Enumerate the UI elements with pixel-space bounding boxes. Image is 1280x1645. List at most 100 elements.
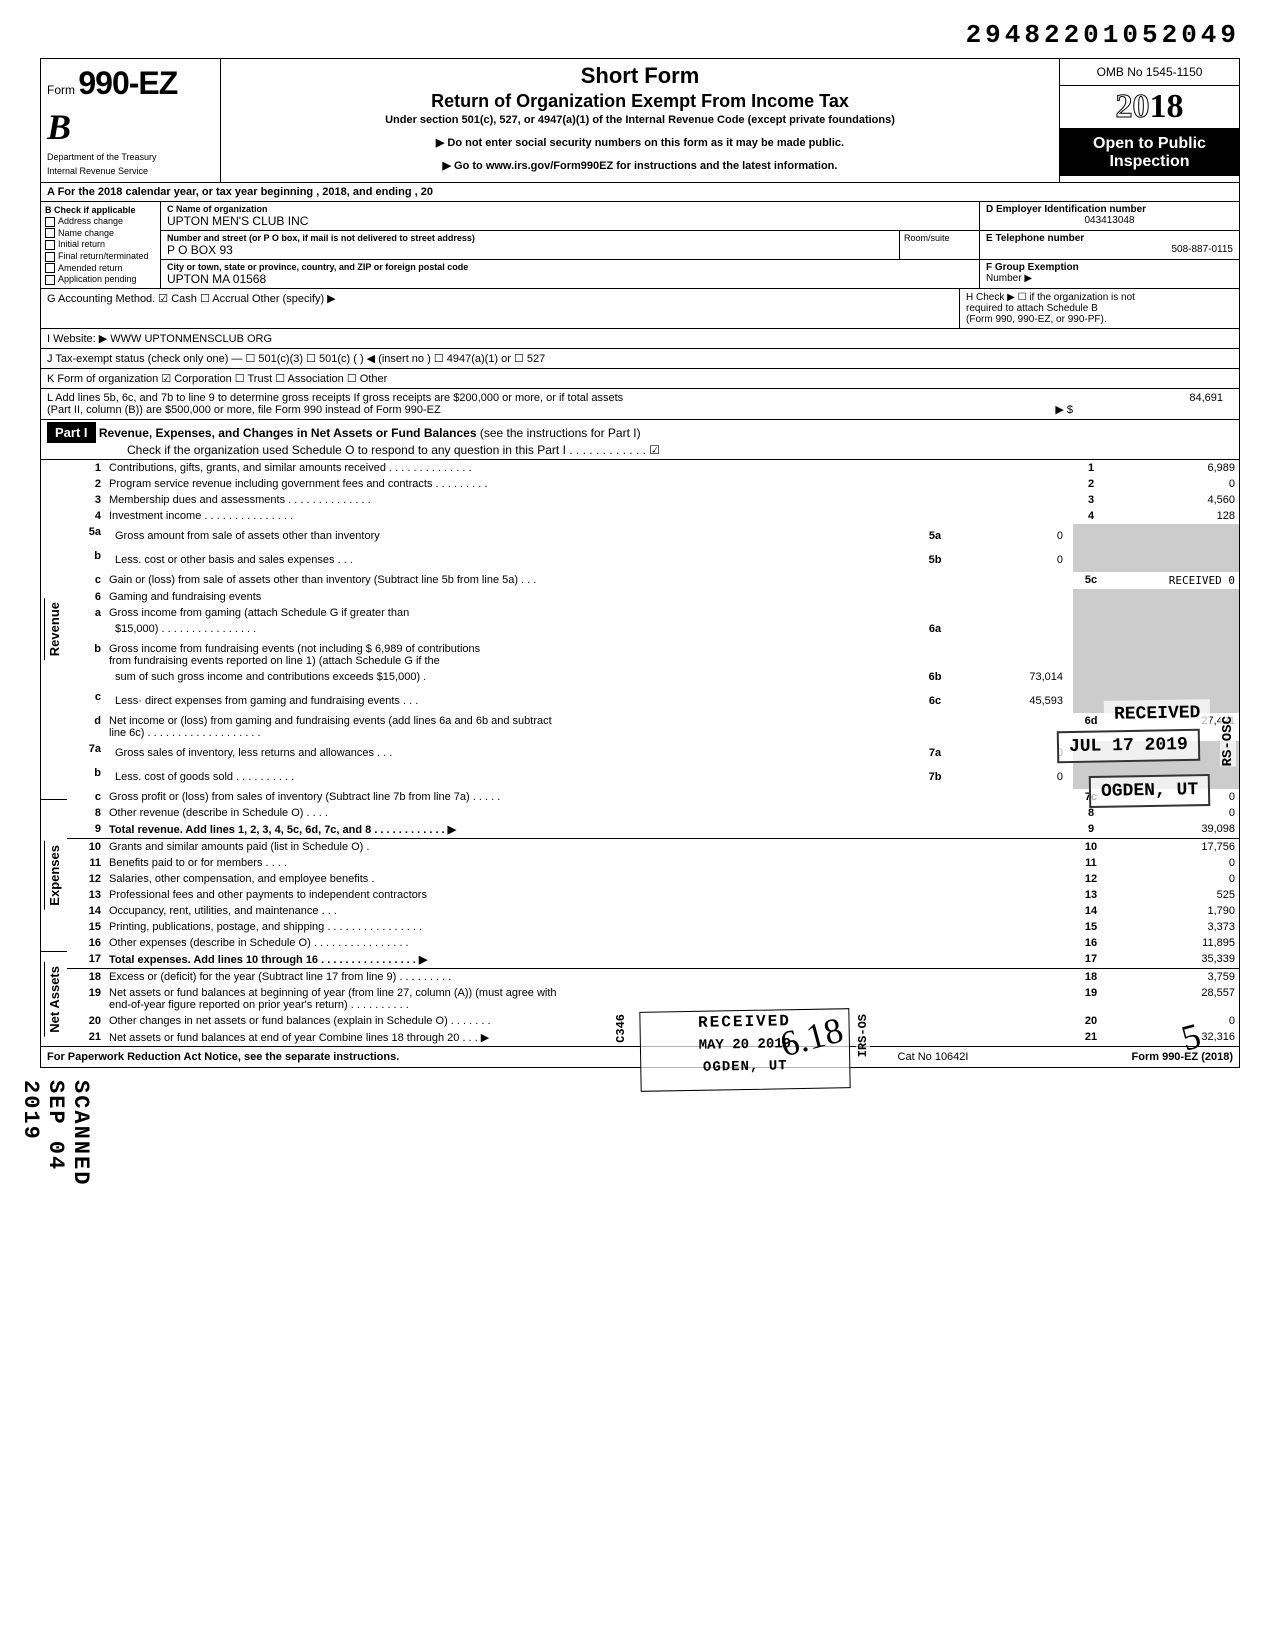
- tax-year: 2018: [1060, 86, 1239, 129]
- ln15-amt: 3,373: [1109, 919, 1239, 935]
- ln5a-num: 5a: [67, 524, 105, 548]
- ln21-amt: 32,316: [1109, 1029, 1239, 1046]
- col-c: C Name of organization UPTON MEN'S CLUB …: [161, 202, 979, 288]
- ln20-amt: 0: [1109, 1013, 1239, 1029]
- ln6-box-shaded: [1073, 589, 1109, 605]
- h-line2: required to attach Schedule B: [966, 303, 1233, 314]
- ln6b-desc1: Gross income from fundraising events (no…: [109, 643, 1069, 655]
- ln13-amt: 525: [1109, 887, 1239, 903]
- part1-header-row: Part I Revenue, Expenses, and Changes in…: [41, 420, 1239, 460]
- ln5c-num: c: [67, 572, 105, 589]
- cb-amended-return[interactable]: [45, 263, 55, 273]
- tel-value: 508-887-0115: [986, 244, 1233, 255]
- ln20-num: 20: [67, 1013, 105, 1029]
- ln7a-desc: Gross sales of inventory, less returns a…: [111, 745, 913, 761]
- ln5a-desc: Gross amount from sale of assets other t…: [111, 528, 913, 544]
- ln11-box: 11: [1073, 855, 1109, 871]
- lbl-initial-return: Initial return: [58, 239, 105, 249]
- ln6b-samt: 73,014: [957, 669, 1067, 685]
- ln10-amt: 17,756: [1109, 839, 1239, 856]
- ln3-desc: Membership dues and assessments . . . . …: [105, 492, 1073, 508]
- org-name-value: UPTON MEN'S CLUB INC: [167, 214, 973, 228]
- cb-address-change[interactable]: [45, 217, 55, 227]
- year-suffix: 18: [1150, 88, 1184, 125]
- ln5c-box: 5c: [1073, 572, 1109, 589]
- ln2-box: 2: [1073, 476, 1109, 492]
- ln14-box: 14: [1073, 903, 1109, 919]
- ln5b-samt: 0: [957, 552, 1067, 568]
- info-grid: B Check if applicable Address change Nam…: [41, 202, 1239, 289]
- ln2-num: 2: [67, 476, 105, 492]
- ln6c-num: c: [67, 689, 105, 713]
- ln6a-desc1: Gross income from gaming (attach Schedul…: [109, 607, 1069, 619]
- ln10-num: 10: [67, 839, 105, 856]
- ln6c-sn: 6c: [915, 693, 955, 709]
- group-exemption-label: F Group Exemption: [986, 262, 1233, 273]
- cb-final-return[interactable]: [45, 252, 55, 262]
- ln6d-desc1: Net income or (loss) from gaming and fun…: [109, 715, 1069, 727]
- ln7a-samt: 0: [957, 745, 1067, 761]
- ln7b-desc: Less. cost of goods sold . . . . . . . .…: [111, 769, 913, 785]
- ln18-amt: 3,759: [1109, 969, 1239, 986]
- side-netassets: Net Assets: [44, 962, 64, 1037]
- ln7b-samt: 0: [957, 769, 1067, 785]
- lbl-amended-return: Amended return: [58, 263, 123, 273]
- ein-label: D Employer Identification number: [986, 204, 1233, 215]
- ln9-box: 9: [1073, 821, 1109, 839]
- cb-initial-return[interactable]: [45, 240, 55, 250]
- part1-title: Revenue, Expenses, and Changes in Net As…: [99, 426, 480, 440]
- tax-exempt-status: J Tax-exempt status (check only one) — ☐…: [41, 349, 1239, 368]
- stamp-irs-os: IRS-OS: [856, 1014, 870, 1057]
- ln18-box: 18: [1073, 969, 1109, 986]
- ln5b-box-shaded: [1073, 548, 1109, 572]
- ln7a-num: 7a: [67, 741, 105, 765]
- amended-b-mark: B: [47, 106, 214, 148]
- l-text1: L Add lines 5b, 6c, and 7b to line 9 to …: [47, 392, 1055, 404]
- city-label: City or town, state or province, country…: [167, 262, 973, 272]
- ln16-amt: 11,895: [1109, 935, 1239, 951]
- ln6-num: 6: [67, 589, 105, 605]
- org-name-label: C Name of organization: [167, 204, 973, 214]
- street-label: Number and street (or P O box, if mail i…: [167, 233, 893, 243]
- ln6-amt-shaded: [1109, 589, 1239, 605]
- ln6a-amt-shaded: [1109, 605, 1239, 641]
- ln1-box: 1: [1073, 460, 1109, 476]
- ln19-desc1: Net assets or fund balances at beginning…: [109, 987, 1069, 999]
- cb-application-pending[interactable]: [45, 275, 55, 285]
- ln16-box: 16: [1073, 935, 1109, 951]
- ln13-box: 13: [1073, 887, 1109, 903]
- ln3-box: 3: [1073, 492, 1109, 508]
- ln7a-sn: 7a: [915, 745, 955, 761]
- row-l: L Add lines 5b, 6c, and 7b to line 9 to …: [41, 389, 1239, 420]
- ln6b-amt-shaded: [1109, 641, 1239, 689]
- ln6b-box-shaded: [1073, 641, 1109, 689]
- l-text2: (Part II, column (B)) are $500,000 or mo…: [47, 404, 1055, 416]
- scanned-stamp-side: SCANNED SEP 04 2019: [18, 1080, 93, 1186]
- ln12-box: 12: [1073, 871, 1109, 887]
- ln4-box: 4: [1073, 508, 1109, 524]
- ln7b-num: b: [67, 765, 105, 789]
- ln6b-num: b: [67, 641, 105, 689]
- ln10-box: 10: [1073, 839, 1109, 856]
- ln6d-num: d: [67, 713, 105, 741]
- ln8-desc: Other revenue (describe in Schedule O) .…: [105, 805, 1073, 821]
- ln19-desc2: end-of-year figure reported on prior yea…: [109, 999, 1069, 1011]
- return-title: Return of Organization Exempt From Incom…: [231, 91, 1049, 112]
- stamp-date-1: JUL 17 2019: [1057, 729, 1200, 763]
- irs-label: Internal Revenue Service: [47, 166, 214, 176]
- lbl-address-change: Address change: [58, 216, 123, 226]
- ln3-amt: 4,560: [1109, 492, 1239, 508]
- lbl-final-return: Final return/terminated: [58, 251, 149, 261]
- form-header: Form 990-EZ B Department of the Treasury…: [41, 59, 1239, 183]
- ln21-desc: Net assets or fund balances at end of ye…: [105, 1029, 1073, 1046]
- ln6a-sn: 6a: [915, 621, 955, 637]
- ln5c-amt: RECEIVED 0: [1109, 572, 1239, 589]
- ln5b-num: b: [67, 548, 105, 572]
- row-a-tax-year: A For the 2018 calendar year, or tax yea…: [41, 183, 1239, 202]
- ln21-num: 21: [67, 1029, 105, 1046]
- city-value: UPTON MA 01568: [167, 272, 973, 286]
- cb-name-change[interactable]: [45, 228, 55, 238]
- ln3-num: 3: [67, 492, 105, 508]
- ln4-num: 4: [67, 508, 105, 524]
- under-section: Under section 501(c), 527, or 4947(a)(1)…: [231, 114, 1049, 126]
